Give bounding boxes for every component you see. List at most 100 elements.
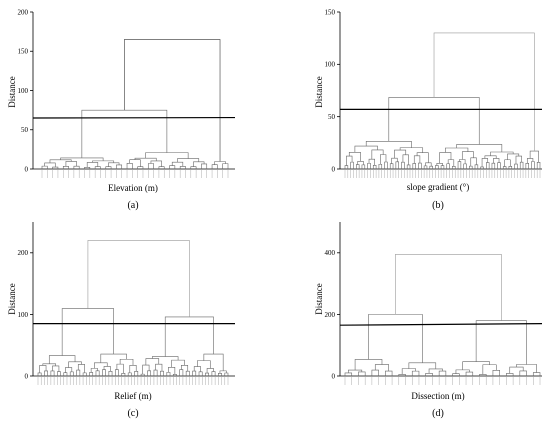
panel-d-xlabel: Dissection (m) [411,391,464,401]
panel-b-link-59 [507,153,520,160]
panel-c-link-21 [94,362,108,369]
panel-b-root-link [433,32,535,152]
panel-a-link-20 [150,160,162,167]
panel-c-link-42 [185,370,190,376]
panel-b-link-67 [529,150,539,163]
panel-b-link-46 [480,166,484,169]
panel-c-xlabel: Relief (m) [114,391,151,401]
panel-a-root-link [124,39,221,162]
panel-c-link-39 [172,373,177,376]
panel-d-yticks: 0 200 400 [325,249,340,380]
panel-c-link-33 [142,364,150,375]
panel-b-link-14 [354,145,378,153]
panel-d-label: (d) [432,408,444,419]
panel-d-link-16 [465,371,474,376]
panel-b-xlabel: slope gradient (°) [407,182,470,192]
panel-c-link-43 [181,365,189,372]
panel-c-link-29 [100,353,127,363]
panel-b-link-47 [486,162,490,169]
panel-a-link-24 [171,161,184,167]
panel-b-link-8 [372,165,377,169]
panel-b-link-39 [463,163,467,169]
panel-b-link-44 [461,151,474,160]
panel-d-link-3 [371,369,379,376]
panel-b-link-53 [502,166,507,169]
panel-c-root-link [87,240,190,317]
panel-d-ytick-label-1: 200 [325,311,336,319]
panel-a-ytick-label-0: 0 [25,165,29,173]
panel-d-link-11 [438,370,447,376]
panel-b: 0 50 100 150 Distance slope gradient (°) (b… [314,8,542,211]
panel-c-link-44 [171,359,185,368]
panel-c-link-15 [89,372,94,376]
panel-d-axes [339,222,542,377]
panel-c-link-10 [76,369,81,376]
panel-b-link-54 [508,166,513,169]
panel-b-axes [339,12,542,170]
panel-b-link-4 [361,164,366,169]
panel-a-link-12 [108,162,120,167]
panel-a-link-31 [211,164,218,169]
panel-b-link-18 [401,161,405,169]
panel-b-link-25 [423,165,428,169]
panel-d-link-24 [509,366,524,374]
panel-d-ytick-label-0: 0 [332,372,336,380]
panel-b-link-6 [348,151,361,162]
panel-b-link-49 [491,162,496,169]
panel-a-link-1 [52,166,59,169]
panel-d-link-23 [519,370,527,376]
panel-d-link-20 [482,364,497,375]
panel-b-link-20 [402,154,409,165]
panel-b-label: (b) [432,200,444,211]
panel-a-link-14 [60,157,104,161]
panel-a-link-25 [190,166,197,169]
panel-a-link-18 [147,163,154,169]
panel-a-ylabel: Distance [7,76,17,108]
panel-c-link-11 [82,372,87,376]
panel-b-link-2 [346,155,353,166]
panel-a-link-22 [169,165,176,169]
panel-d-link-21 [462,361,490,370]
panel-c-link-23 [121,373,126,376]
panel-d-ylabel: Distance [314,283,324,315]
panel-a-xlabel: Elevation (m) [108,183,158,193]
panel-d-ytick-label-2: 400 [325,249,336,257]
panel-c-link-47 [198,371,203,376]
panel-c-ytick-label-2: 200 [18,249,29,257]
panel-a-link-17 [129,159,141,167]
panel-a-link-29 [145,152,189,159]
panel-c-link-57 [164,316,214,357]
panel-c-link-16 [95,370,100,376]
panel-b-link-55 [504,159,511,167]
panel-b-link-3 [356,164,360,169]
panel-b-link-56 [514,163,518,169]
panel-b-link-28 [416,152,429,163]
panel-b-ytick-label-1: 50 [328,113,336,121]
panel-b-link-64 [531,161,535,169]
panel-c-link-12 [77,364,85,373]
panel-b-link-37 [439,152,452,164]
panel-c-ytick-label-0: 0 [25,372,29,380]
panel-c-link-22 [114,369,119,376]
panel-c-link-17 [90,368,98,373]
panel-d-link-1 [358,371,366,376]
panel-c-link-0 [37,372,42,376]
panel-d-link-18 [479,374,487,376]
panel-c-link-28 [119,358,134,366]
panel-d-link-15 [452,373,460,376]
panel-a-leaf-labels [41,170,229,178]
panel-b-link-22 [412,163,416,169]
panel-c-link-3 [50,370,55,376]
panel-c-link-18 [102,369,106,376]
panel-b-link-60 [490,151,514,156]
panel-c-link-20 [103,366,111,372]
panel-c-leaf-labels [37,377,229,385]
panel-c-link-34 [153,369,158,376]
panel-c-yticks: 0 100 200 [18,249,33,380]
panel-c-link-53 [218,373,222,376]
panel-b-link-7 [367,162,371,169]
panel-c-axes [32,222,235,377]
panel-c-link-14 [48,355,76,364]
panel-c-link-40 [168,367,176,375]
panel-d-link-27 [475,320,527,365]
